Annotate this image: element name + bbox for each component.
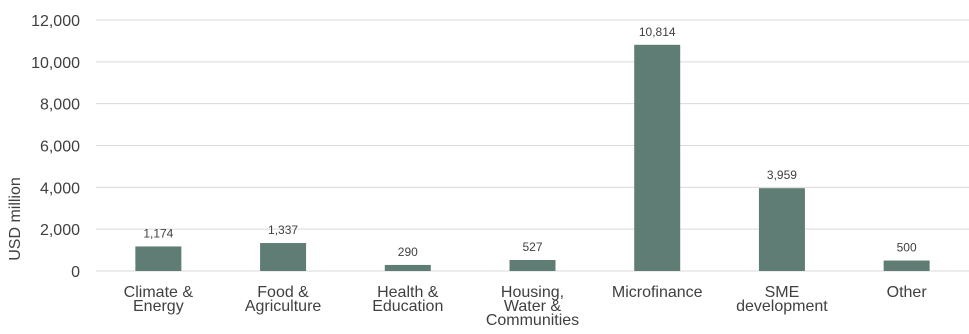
bar bbox=[883, 260, 930, 271]
x-category-line: Food & bbox=[257, 284, 309, 301]
bar bbox=[758, 188, 805, 271]
x-category-label: Other bbox=[887, 284, 928, 301]
bar bbox=[135, 246, 182, 271]
y-tick-label: 0 bbox=[71, 264, 80, 281]
x-category-line: Communities bbox=[486, 312, 579, 329]
bar bbox=[260, 243, 307, 271]
x-category-label: Housing, Water & Communities bbox=[486, 284, 579, 329]
bar-value-label: 3,959 bbox=[767, 168, 797, 182]
x-category-line: Energy bbox=[133, 298, 184, 315]
x-category-line: Climate & bbox=[124, 284, 194, 301]
bar-value-label: 500 bbox=[897, 241, 917, 255]
y-tick-label: 10,000 bbox=[31, 55, 80, 72]
x-category-label: Food & Agriculture bbox=[245, 284, 322, 315]
bar bbox=[384, 264, 431, 271]
y-axis-ticks: 0 2,000 4,000 6,000 8,000 10,000 12,000 bbox=[31, 13, 80, 281]
x-category-label: Microfinance bbox=[612, 284, 703, 301]
x-category-line: Agriculture bbox=[245, 298, 322, 315]
x-category-line: SME bbox=[765, 284, 800, 301]
bar-value-label: 10,814 bbox=[639, 25, 676, 39]
bar-value-label: 290 bbox=[398, 245, 418, 259]
y-tick-label: 2,000 bbox=[40, 222, 80, 239]
x-category-line: Microfinance bbox=[612, 284, 703, 301]
x-category-line: Education bbox=[372, 298, 443, 315]
x-category-line: Health & bbox=[377, 284, 439, 301]
x-category-label: SME development bbox=[736, 284, 828, 315]
bar bbox=[634, 44, 681, 272]
x-category-label: Climate & Energy bbox=[124, 284, 194, 315]
bar-value-label: 527 bbox=[522, 240, 542, 254]
x-category-line: development bbox=[736, 298, 828, 315]
bar-value-label: 1,337 bbox=[268, 223, 298, 237]
bar-value-label: 1,174 bbox=[143, 226, 173, 240]
x-category-line: Water & bbox=[504, 298, 562, 315]
bar bbox=[509, 259, 556, 271]
x-category-line: Other bbox=[887, 284, 928, 301]
y-tick-label: 12,000 bbox=[31, 13, 80, 30]
x-category-label: Health & Education bbox=[372, 284, 443, 315]
x-category-line: Housing, bbox=[501, 284, 564, 301]
y-tick-label: 8,000 bbox=[40, 97, 80, 114]
data-labels: 1,174 1,337 290 527 10,814 3,959 500 bbox=[143, 25, 917, 259]
y-tick-label: 4,000 bbox=[40, 180, 80, 197]
y-tick-label: 6,000 bbox=[40, 139, 80, 156]
y-axis-title: USD million bbox=[7, 177, 24, 261]
bars bbox=[135, 44, 930, 272]
x-axis-categories: Climate & Energy Food & Agriculture Health &… bbox=[124, 284, 928, 329]
gridlines bbox=[96, 19, 969, 272]
